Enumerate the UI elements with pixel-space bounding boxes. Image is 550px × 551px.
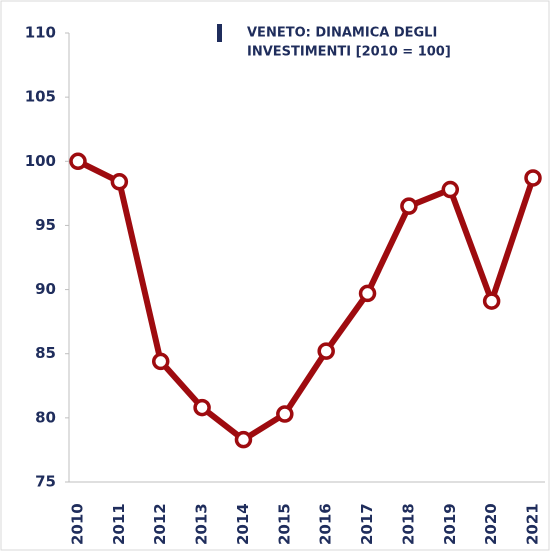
y-tick-label: 75 (35, 473, 56, 491)
chart-title: INVESTIMENTI [2010 = 100] (247, 45, 451, 60)
marker (276, 405, 294, 423)
x-tick-label: 2015 (275, 503, 293, 545)
marker (151, 352, 170, 371)
x-tick-label: 2016 (317, 503, 335, 545)
line (76, 158, 536, 443)
y-tick-label: 90 (35, 280, 56, 298)
marker (482, 292, 501, 310)
marker (317, 342, 335, 360)
y-tick-label: 105 (25, 88, 56, 106)
y-tick-label: 100 (25, 152, 56, 170)
title-marker (217, 24, 222, 42)
x-tick-label: 2014 (234, 503, 252, 545)
marker (400, 197, 418, 215)
x-tick-label: 2012 (151, 503, 169, 545)
marker (234, 430, 253, 449)
y-tick-label: 80 (35, 408, 56, 426)
x-tick-label: 2020 (482, 503, 500, 545)
x-tick-label: 2019 (441, 503, 459, 545)
marker (69, 152, 87, 171)
marker (441, 180, 460, 199)
chart-title: VENETO: DINAMICA DEGLI (247, 26, 437, 41)
marker (193, 398, 211, 417)
x-tick-label: 2010 (69, 503, 87, 545)
y-tick-label: 85 (35, 344, 56, 362)
marker (358, 284, 377, 303)
x-tick-label: 2011 (110, 503, 128, 545)
marker (524, 169, 542, 187)
x-tick-label: 2021 (524, 503, 542, 545)
x-tick-label: 2013 (193, 503, 211, 545)
x-tick-label: 2017 (358, 503, 376, 545)
x-tick-label: 2018 (399, 503, 417, 545)
y-tick-label: 110 (25, 24, 56, 42)
marker (110, 173, 129, 191)
y-tick-label: 95 (35, 216, 56, 234)
